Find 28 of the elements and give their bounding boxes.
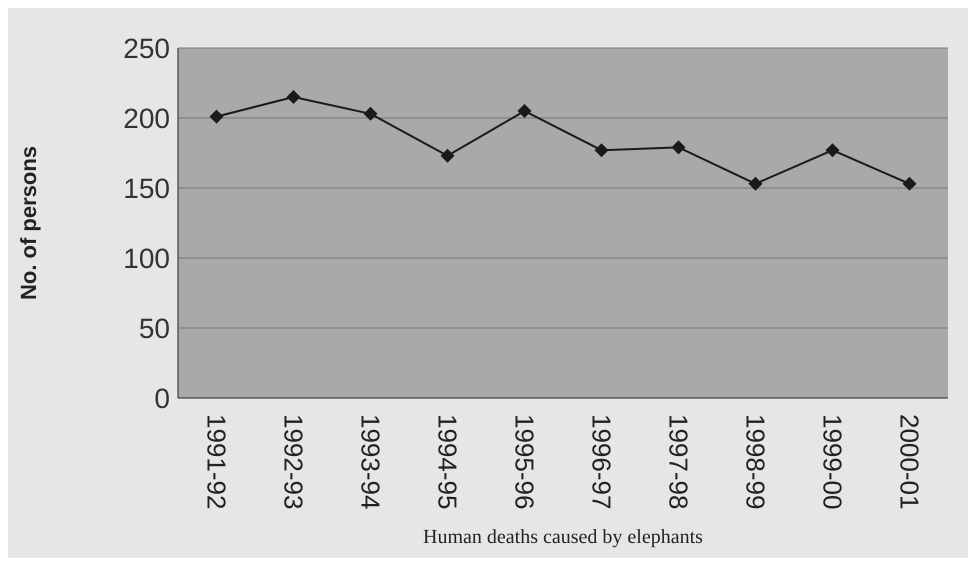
y-tick-label: 50 [138, 312, 170, 344]
x-tick-label: 1998-99 [740, 414, 770, 510]
x-tick-label: 1997-98 [664, 414, 694, 510]
x-tick-label: 1999-00 [818, 414, 848, 510]
x-tick-label: 1996-97 [586, 414, 616, 510]
point [672, 140, 686, 154]
y-tick-label: 250 [123, 32, 170, 64]
point [594, 143, 608, 158]
point [902, 176, 916, 191]
x-tick-label: 1995-96 [510, 414, 540, 510]
x-axis-title: Human deaths caused by elephants [423, 526, 704, 548]
y-tick-label: 200 [123, 102, 170, 134]
point [286, 90, 300, 104]
x-tick-label: 1993-94 [356, 414, 386, 510]
point [364, 106, 378, 121]
point [748, 176, 762, 191]
point [440, 148, 454, 163]
x-tick-label: 1991-92 [202, 414, 232, 510]
x-tick-label: 1994-95 [432, 414, 462, 510]
y-tick-label: 100 [123, 242, 170, 274]
x-tick-label: 1992-93 [278, 414, 308, 510]
point [826, 143, 840, 158]
point [518, 104, 532, 118]
y-tick-label: 150 [123, 172, 170, 204]
x-tick-label: 2000-01 [894, 414, 924, 510]
point [210, 110, 224, 124]
y-axis-title: No. of persons [16, 146, 41, 300]
y-tick-label: 0 [154, 382, 170, 414]
